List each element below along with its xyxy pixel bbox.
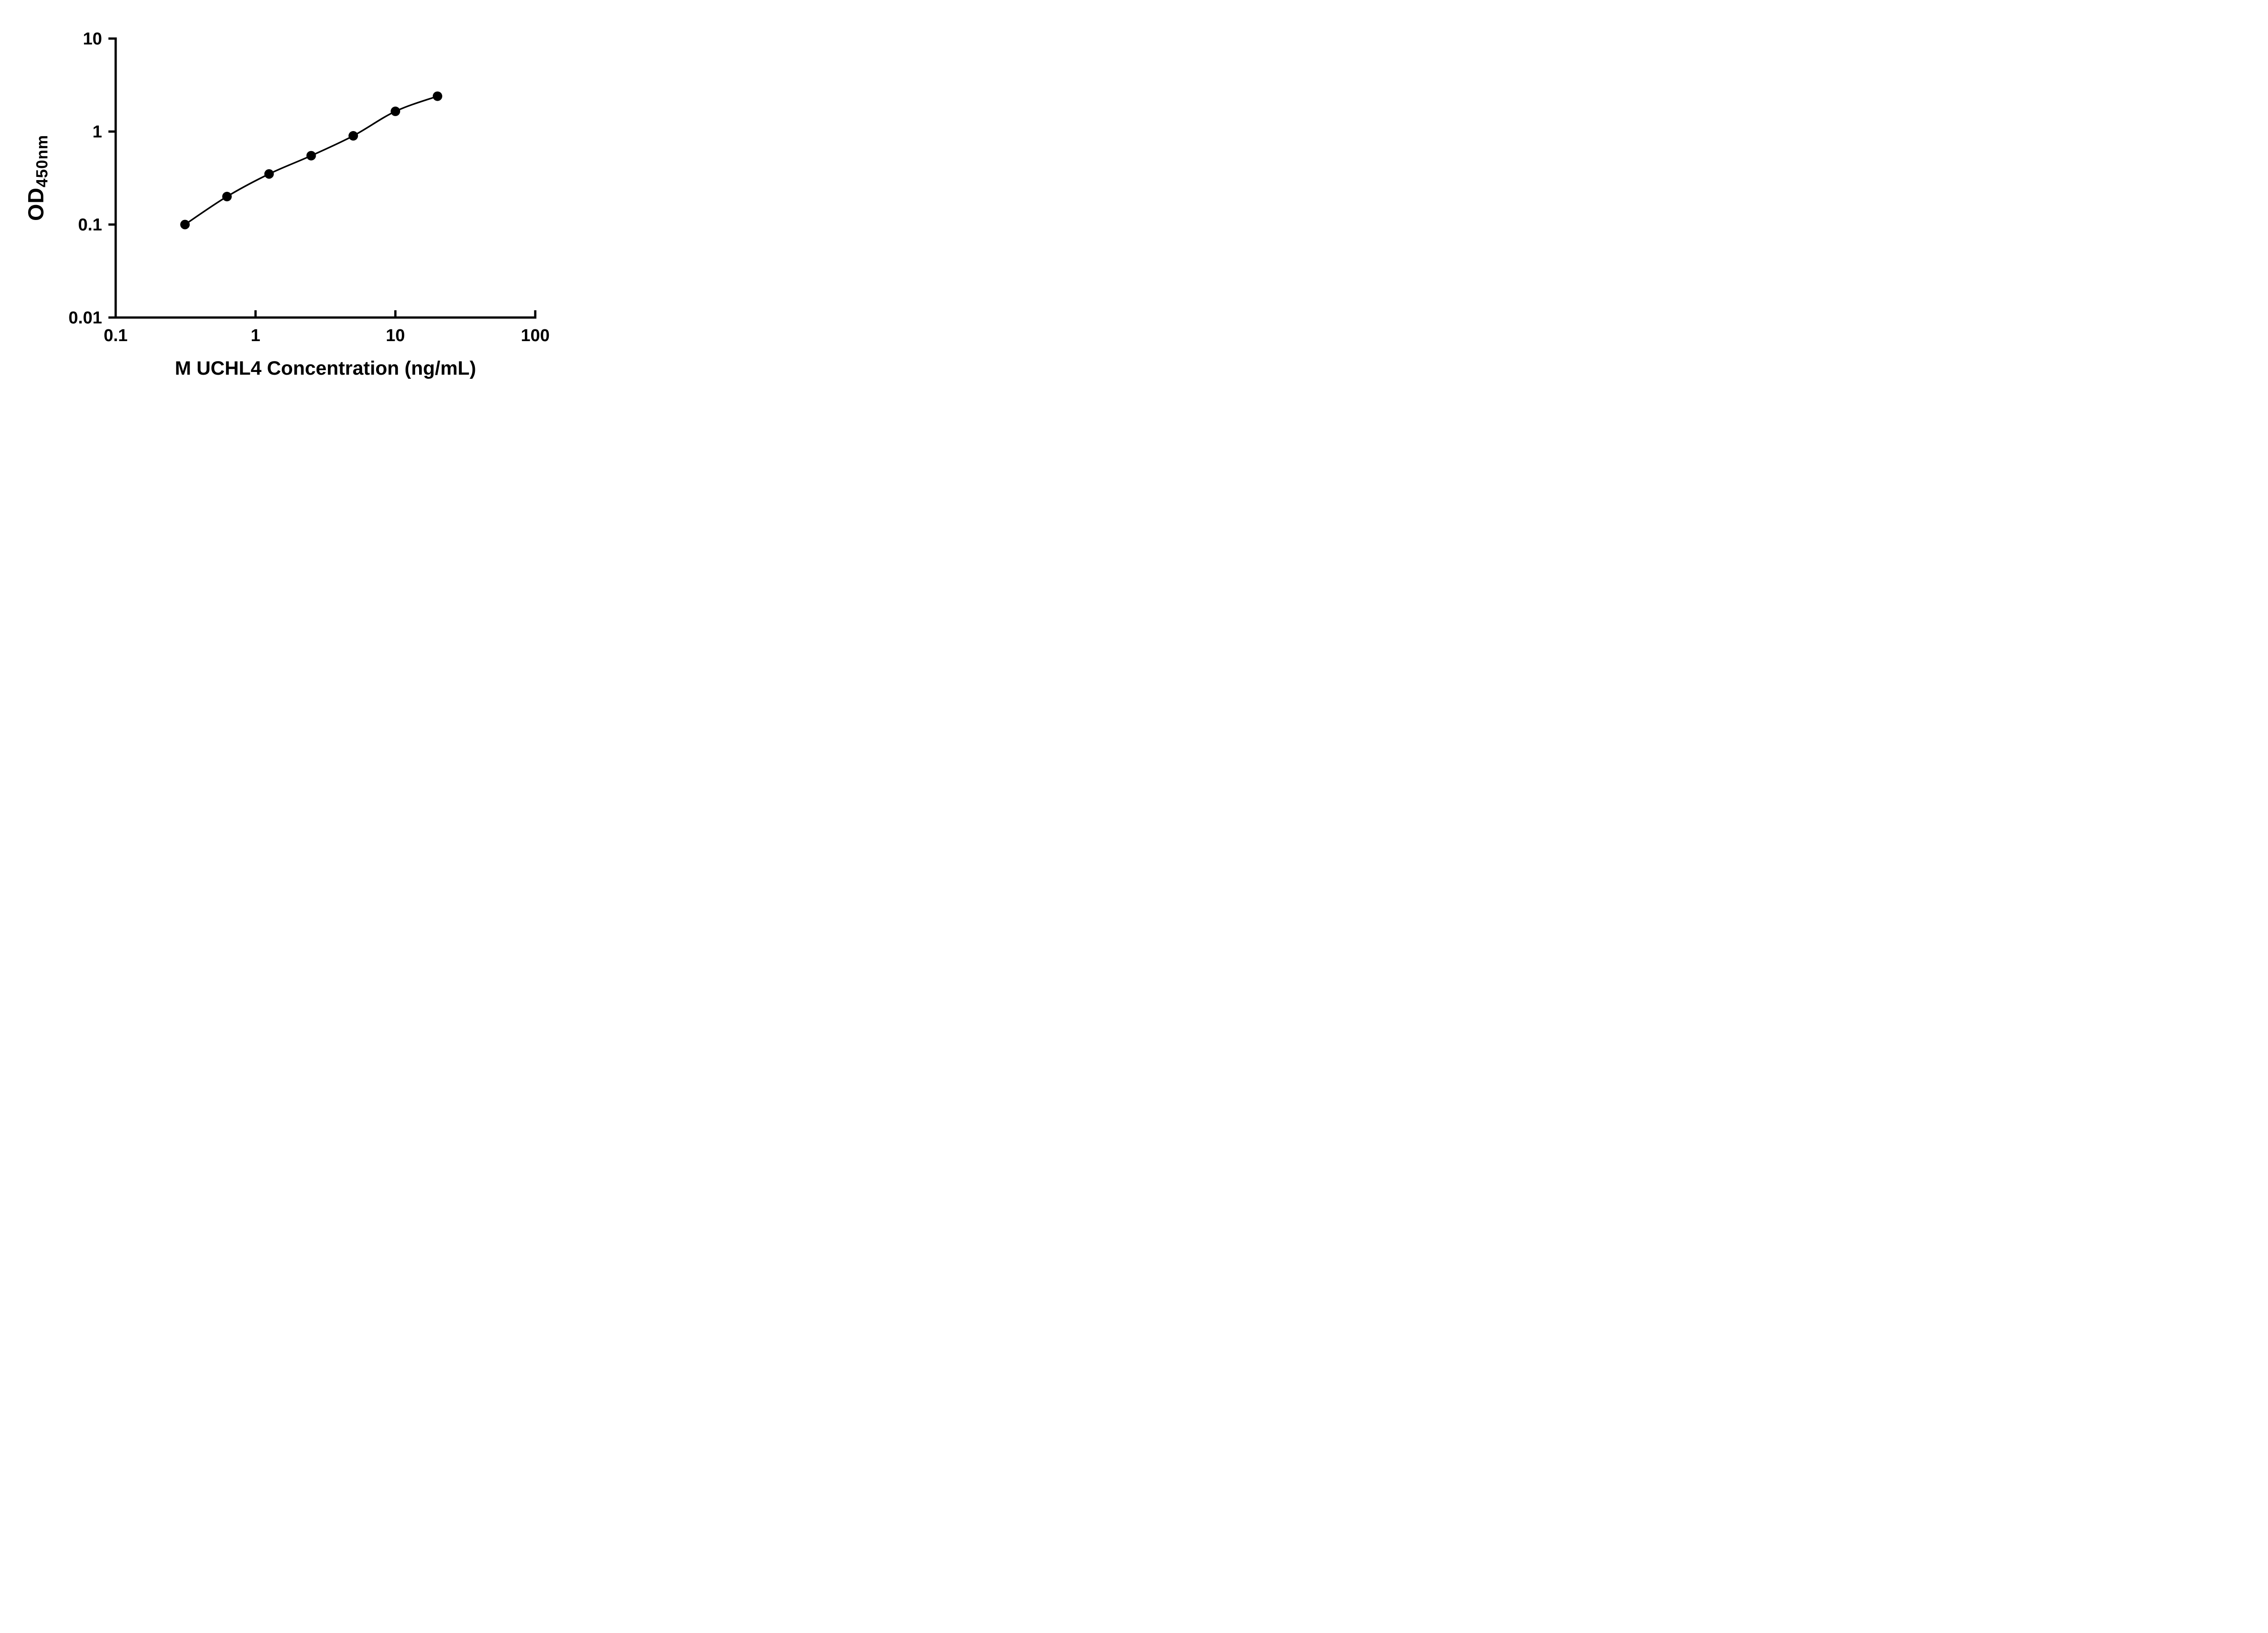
y-tick-label: 1 [93,122,102,142]
x-tick-label: 10 [386,326,405,345]
data-point [222,191,232,201]
data-point [348,131,358,141]
x-axis-title: M UCHL4 Concentration (ng/mL) [175,357,476,379]
elisa-standard-curve-figure: 0.1 1 10 100 0.01 0.1 1 10 OD450nm M UCHL4 Conc… [0,0,583,408]
y-tick-label: 10 [83,29,102,49]
y-axis-title-main: OD [24,187,49,221]
y-axis-title: OD450nm [24,135,51,221]
y-tick-label: 0.01 [68,308,102,328]
x-tick-label: 100 [521,326,549,345]
data-point [391,106,401,116]
y-tick-label: 0.1 [78,215,102,235]
x-tick-label: 0.1 [104,326,128,345]
data-point [264,169,274,179]
data-point [433,91,442,101]
x-tick-label: 1 [251,326,260,345]
y-axis-title-sub: 450nm [33,135,51,187]
data-point [180,220,190,230]
data-point [306,151,316,161]
